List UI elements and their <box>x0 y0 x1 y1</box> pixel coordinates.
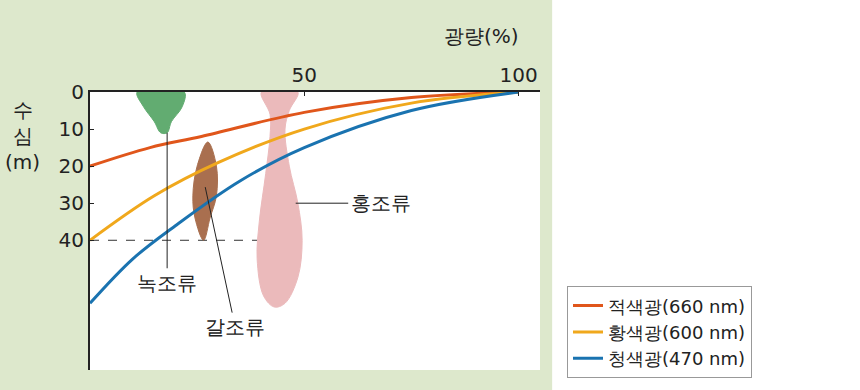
svg-text:100: 100 <box>499 63 537 87</box>
svg-text:50: 50 <box>292 63 317 87</box>
svg-text:0: 0 <box>71 80 84 104</box>
svg-text:적색광(660 nm): 적색광(660 nm) <box>608 296 745 317</box>
svg-text:30: 30 <box>59 191 84 215</box>
svg-text:수심(m): 수심(m) <box>5 98 40 174</box>
svg-text:20: 20 <box>59 154 84 178</box>
svg-text:녹조류: 녹조류 <box>137 271 197 295</box>
svg-text:광량(%): 광량(%) <box>444 24 519 48</box>
svg-text:홍조류: 홍조류 <box>351 191 411 215</box>
svg-text:황색광(600 nm): 황색광(600 nm) <box>608 322 745 343</box>
svg-text:청색광(470 nm): 청색광(470 nm) <box>608 348 745 369</box>
svg-text:40: 40 <box>59 228 84 252</box>
svg-text:갈조류: 갈조류 <box>205 315 265 339</box>
svg-text:10: 10 <box>59 117 84 141</box>
